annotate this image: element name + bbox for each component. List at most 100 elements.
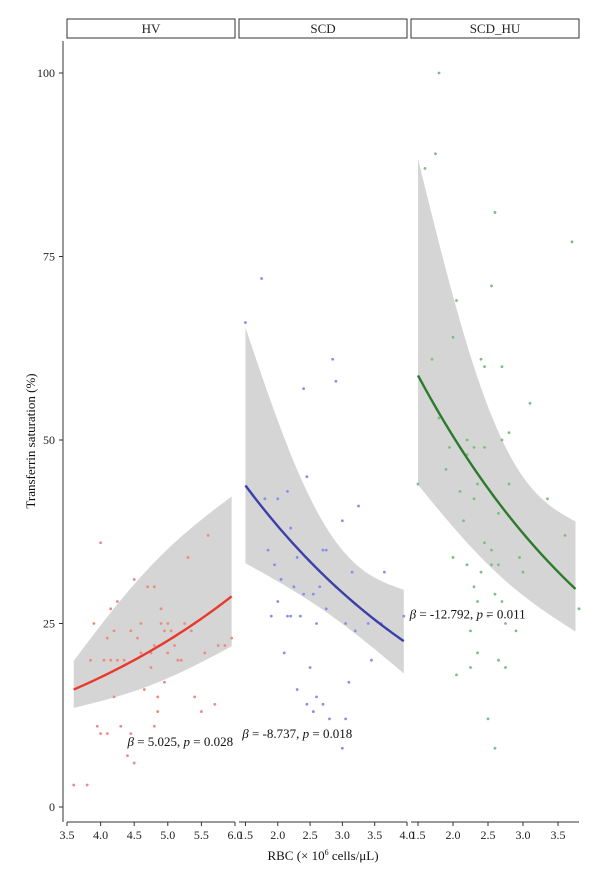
data-point [500,365,504,368]
data-point [577,607,581,611]
data-point [563,534,567,537]
data-point [347,680,351,684]
data-point [99,732,102,735]
x-tick-label: 2.0 [270,828,285,842]
data-point [308,666,312,669]
data-point [455,299,458,302]
data-point [139,651,143,655]
data-point [152,585,156,589]
data-point [318,585,322,589]
data-point [469,666,472,669]
data-point [289,526,293,530]
data-point [311,710,315,713]
data-point [476,651,479,655]
data-point [514,629,518,633]
data-point [129,629,133,633]
data-point [472,585,476,589]
x-tick-label: 2.5 [303,828,318,842]
data-point [507,431,511,435]
panel-strip-label: HV [142,21,161,36]
data-point [331,357,335,361]
x-tick-label: 3.5 [551,828,566,842]
data-point [497,658,500,662]
confidence-band [418,158,576,632]
data-point [146,585,150,589]
data-point [142,688,146,691]
panel-strip [410,18,580,39]
data-point [423,167,427,170]
data-point [311,592,315,596]
x-tick-label: 5.5 [194,828,209,842]
panel-scd-hu: SCD_HU 1.5 2.0 2.5 3.0 3.5 β = -12.792, p = 0.… [409,18,581,842]
data-point [483,365,486,368]
data-point [493,211,497,214]
confidence-band [245,327,404,674]
regression-annotation: β = -12.792, p = 0.011 [409,606,526,621]
panel-scd: SCD 1.5 2.0 2.5 3.0 3.5 4.0 β = -8.737, p = 0.0… [238,18,415,842]
data-point [193,695,197,699]
data-point [402,614,406,618]
data-point [159,607,163,611]
y-axis: 0 25 50 75 100 [37,41,64,822]
data-point [152,724,156,728]
fit-line [244,484,405,643]
data-point [149,666,153,669]
annotation-p: p [476,606,484,621]
data-point [122,658,126,662]
panel-hv: HV 3.5 4.0 4.5 5.0 5.5 6.0 β = 5.025, p = 0.028 [60,18,243,842]
data-point [315,622,318,625]
y-tick-label: 25 [43,617,55,631]
data-point [521,570,525,574]
x-tick-label: 3.5 [60,828,75,842]
data-point [444,467,448,471]
data-point [479,570,483,574]
data-point [497,512,500,515]
x-axis-label: RBC (× 106 cells/μL) [267,848,378,863]
panel-strip-label: SCD_HU [470,21,521,36]
data-point [92,622,96,625]
data-point [490,284,493,288]
data-point [321,548,325,552]
x-tick-label: 4.5 [127,828,142,842]
panel-strip [66,18,236,39]
data-point [112,695,116,699]
data-point [340,519,344,523]
x-tick-label: 2.0 [446,828,461,842]
data-point [350,570,354,574]
annotation-beta-value: = 5.025, [134,734,184,749]
data-point [116,658,119,662]
data-point [486,717,490,721]
x-tick-label: 4.0 [93,828,108,842]
data-point [528,401,532,405]
data-point [430,357,434,361]
data-point [132,578,136,581]
data-point [286,489,289,493]
data-point [465,563,469,567]
data-point [129,732,133,735]
x-tick-label: 1.5 [411,828,426,842]
regression-annotation: β = -8.737, p = 0.018 [241,726,352,741]
data-point [315,695,318,699]
chart-panels: HV 3.5 4.0 4.5 5.0 5.5 6.0 β = 5.025, p = 0.028… [60,18,581,842]
data-point [570,240,574,244]
data-point [105,636,109,640]
data-point [169,629,173,633]
annotation-p: p [302,726,310,741]
data-point [186,556,190,559]
data-point [500,600,504,603]
data-point [469,629,472,633]
data-point [289,614,293,618]
data-point [136,636,139,640]
data-point [500,438,504,442]
data-point [357,504,360,508]
y-tick-label: 0 [49,800,55,814]
data-point [273,563,276,567]
data-point [321,702,325,706]
data-point [109,658,113,662]
data-point [483,445,486,449]
data-point [152,644,156,647]
data-point [269,614,273,618]
panel-strip-label: SCD [310,21,335,36]
data-point [504,622,507,625]
